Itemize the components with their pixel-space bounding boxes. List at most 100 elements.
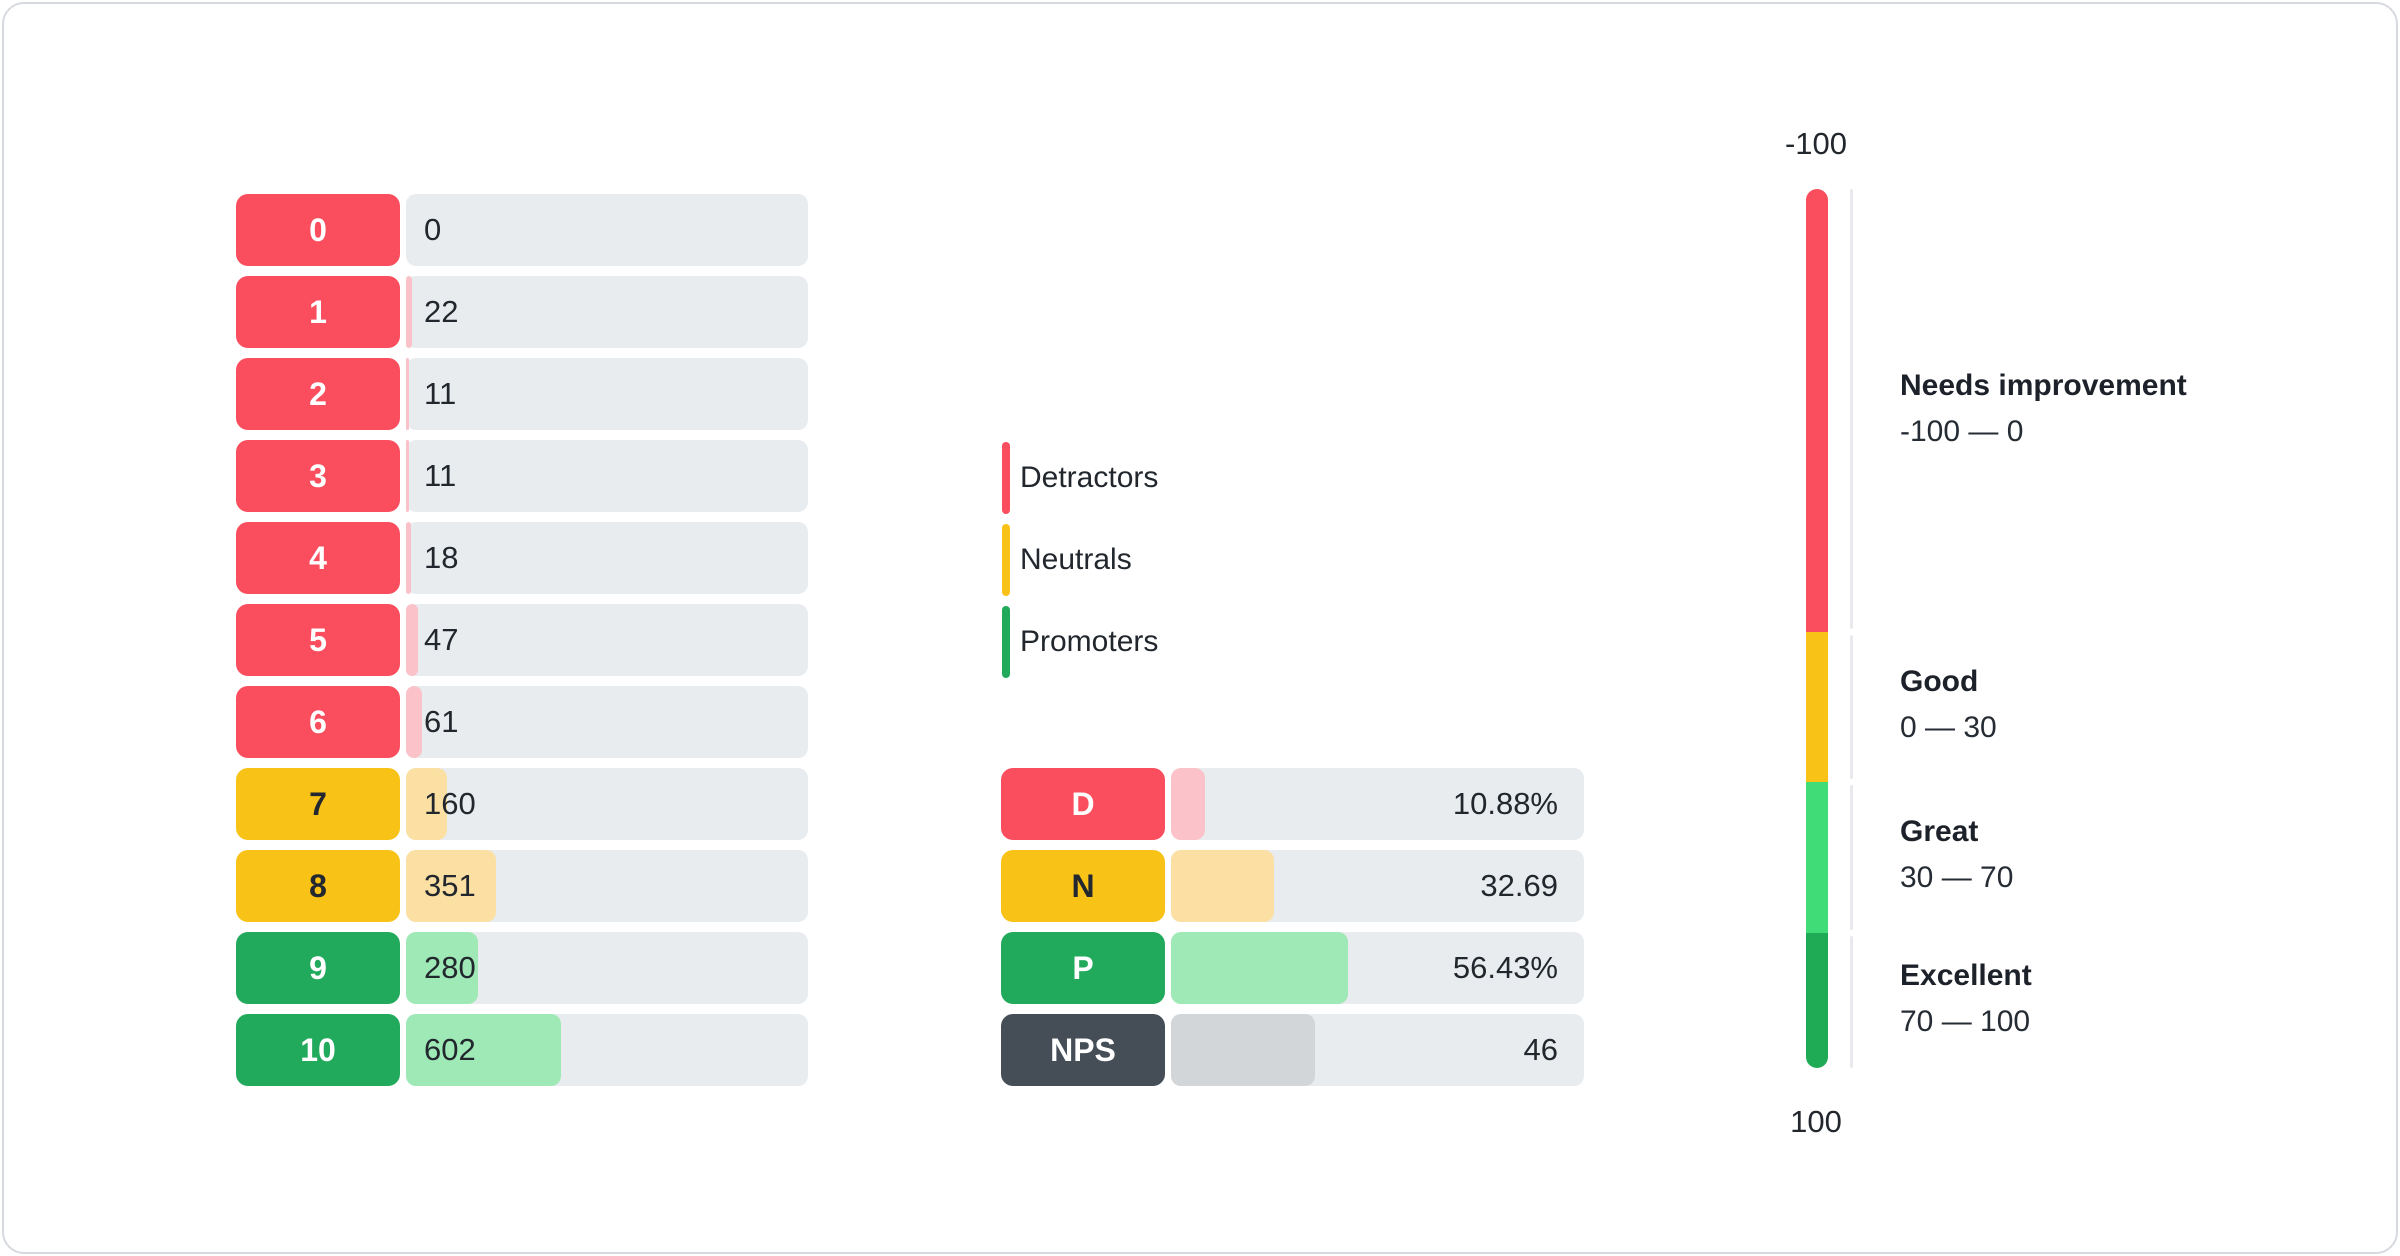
neutrals-swatch-icon — [1002, 524, 1010, 596]
score-row: 7 160 — [236, 768, 808, 840]
summary-badge: N — [1001, 850, 1165, 922]
gauge-segment-needs-improvement — [1806, 189, 1828, 633]
score-count: 47 — [424, 622, 459, 657]
score-count: 351 — [424, 868, 476, 903]
gauge-guide-line — [1850, 189, 1853, 1068]
score-row: 8 351 — [236, 850, 808, 922]
score-badge: 5 — [236, 604, 400, 676]
gauge-scale-bottom-label: 100 — [1790, 1104, 1842, 1139]
score-count: 22 — [424, 294, 459, 329]
score-row: 3 11 — [236, 440, 808, 512]
score-track: 47 — [406, 604, 808, 676]
gauge-guide-segment — [1850, 635, 1853, 779]
score-fill — [406, 932, 478, 1004]
score-row: 6 61 — [236, 686, 808, 758]
summary-fill — [1171, 768, 1206, 840]
summary-row-promoters: P 56.43% — [1001, 932, 1584, 1004]
summary-badge: P — [1001, 932, 1165, 1004]
score-track: 602 — [406, 1014, 808, 1086]
score-count: 61 — [424, 704, 459, 739]
score-fill — [406, 768, 448, 840]
summary-fill — [1171, 932, 1349, 1004]
gauge-zone-needs-improvement: Needs improvement -100 — 0 — [1900, 364, 2320, 456]
gauge-segment-excellent — [1806, 933, 1828, 1068]
score-count: 11 — [424, 376, 457, 411]
legend: Detractors Neutrals Promoters — [1002, 442, 1158, 678]
legend-label: Detractors — [1020, 461, 1159, 494]
score-fill — [406, 276, 412, 348]
score-track: 11 — [406, 440, 808, 512]
legend-label: Neutrals — [1020, 543, 1132, 576]
gauge-segment-great — [1806, 781, 1828, 934]
summary-track: 10.88% — [1171, 768, 1584, 840]
score-badge: 10 — [236, 1014, 400, 1086]
score-row: 4 18 — [236, 522, 808, 594]
score-row: 9 280 — [236, 932, 808, 1004]
score-badge: 2 — [236, 358, 400, 430]
gauge-zone-good: Good 0 — 30 — [1900, 660, 2320, 752]
score-fill — [406, 850, 497, 922]
gauge-guide-segment — [1850, 189, 1853, 629]
score-badge: 8 — [236, 850, 400, 922]
summary-value: 10.88% — [1452, 786, 1558, 821]
summary-track: 46 — [1171, 1014, 1584, 1086]
score-badge: 4 — [236, 522, 400, 594]
score-fill — [406, 358, 409, 430]
score-fill — [406, 686, 422, 758]
legend-item-detractors: Detractors — [1002, 442, 1158, 514]
score-track: 280 — [406, 932, 808, 1004]
score-badge: 6 — [236, 686, 400, 758]
gauge-zone-great: Great 30 — 70 — [1900, 810, 2320, 902]
score-count: 160 — [424, 786, 476, 821]
score-row: 1 22 — [236, 276, 808, 348]
score-track: 11 — [406, 358, 808, 430]
score-fill — [406, 1014, 561, 1086]
legend-item-neutrals: Neutrals — [1002, 524, 1158, 596]
score-row: 10 602 — [236, 1014, 808, 1086]
zone-range: 0 — 30 — [1900, 711, 1997, 744]
score-badge: 9 — [236, 932, 400, 1004]
score-track: 61 — [406, 686, 808, 758]
summary-value: 32.69 — [1480, 868, 1558, 903]
summary-track: 56.43% — [1171, 932, 1584, 1004]
score-track: 351 — [406, 850, 808, 922]
gauge-zone-excellent: Excellent 70 — 100 — [1900, 954, 2320, 1046]
gauge-guide-segment — [1850, 784, 1853, 931]
zone-range: 30 — 70 — [1900, 861, 2014, 894]
score-track: 18 — [406, 522, 808, 594]
score-row: 2 11 — [236, 358, 808, 430]
score-track: 160 — [406, 768, 808, 840]
score-fill — [406, 440, 409, 512]
summary-badge: D — [1001, 768, 1165, 840]
zone-range: 70 — 100 — [1900, 1005, 2031, 1038]
summary-fill — [1171, 850, 1274, 922]
nps-gauge-bar — [1806, 189, 1828, 1068]
zone-title: Good — [1900, 665, 1979, 698]
score-row: 0 0 — [236, 194, 808, 266]
score-fill — [406, 522, 411, 594]
detractors-swatch-icon — [1002, 442, 1010, 514]
score-distribution-chart: 0 0 1 22 2 11 3 11 — [236, 194, 808, 1086]
score-count: 18 — [424, 540, 459, 575]
summary-row-neutrals: N 32.69 — [1001, 850, 1584, 922]
gauge-segment-good — [1806, 632, 1828, 782]
legend-label: Promoters — [1020, 625, 1159, 658]
score-row: 5 47 — [236, 604, 808, 676]
summary-row-nps: NPS 46 — [1001, 1014, 1584, 1086]
score-badge: 7 — [236, 768, 400, 840]
gauge-scale-top-label: -100 — [1784, 126, 1848, 161]
score-track: 0 — [406, 194, 808, 266]
score-count: 602 — [424, 1032, 476, 1067]
summary-row-detractors: D 10.88% — [1001, 768, 1584, 840]
summary-value: 46 — [1523, 1032, 1558, 1067]
zone-title: Great — [1900, 815, 1979, 848]
summary-value: 56.43% — [1452, 950, 1558, 985]
zone-title: Needs improvement — [1900, 369, 2187, 402]
score-badge: 3 — [236, 440, 400, 512]
zone-range: -100 — 0 — [1900, 415, 2024, 448]
nps-summary-chart: D 10.88% N 32.69 P 56.43% NPS 46 — [1001, 768, 1584, 1086]
score-badge: 1 — [236, 276, 400, 348]
score-count: 280 — [424, 950, 476, 985]
zone-title: Excellent — [1900, 959, 2032, 992]
summary-badge: NPS — [1001, 1014, 1165, 1086]
